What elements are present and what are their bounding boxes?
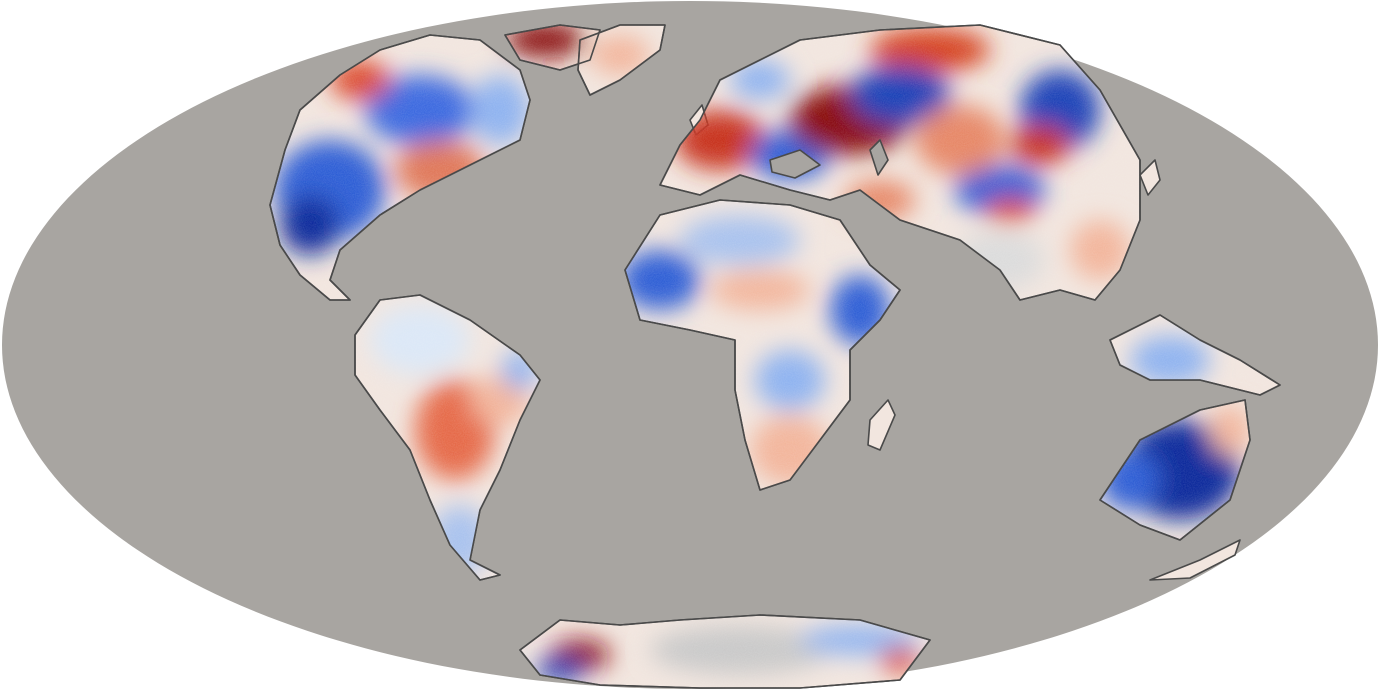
japan <box>1139 159 1161 196</box>
coastlines <box>269 24 1281 689</box>
new-zealand <box>1149 539 1241 581</box>
madagascar <box>867 399 896 451</box>
